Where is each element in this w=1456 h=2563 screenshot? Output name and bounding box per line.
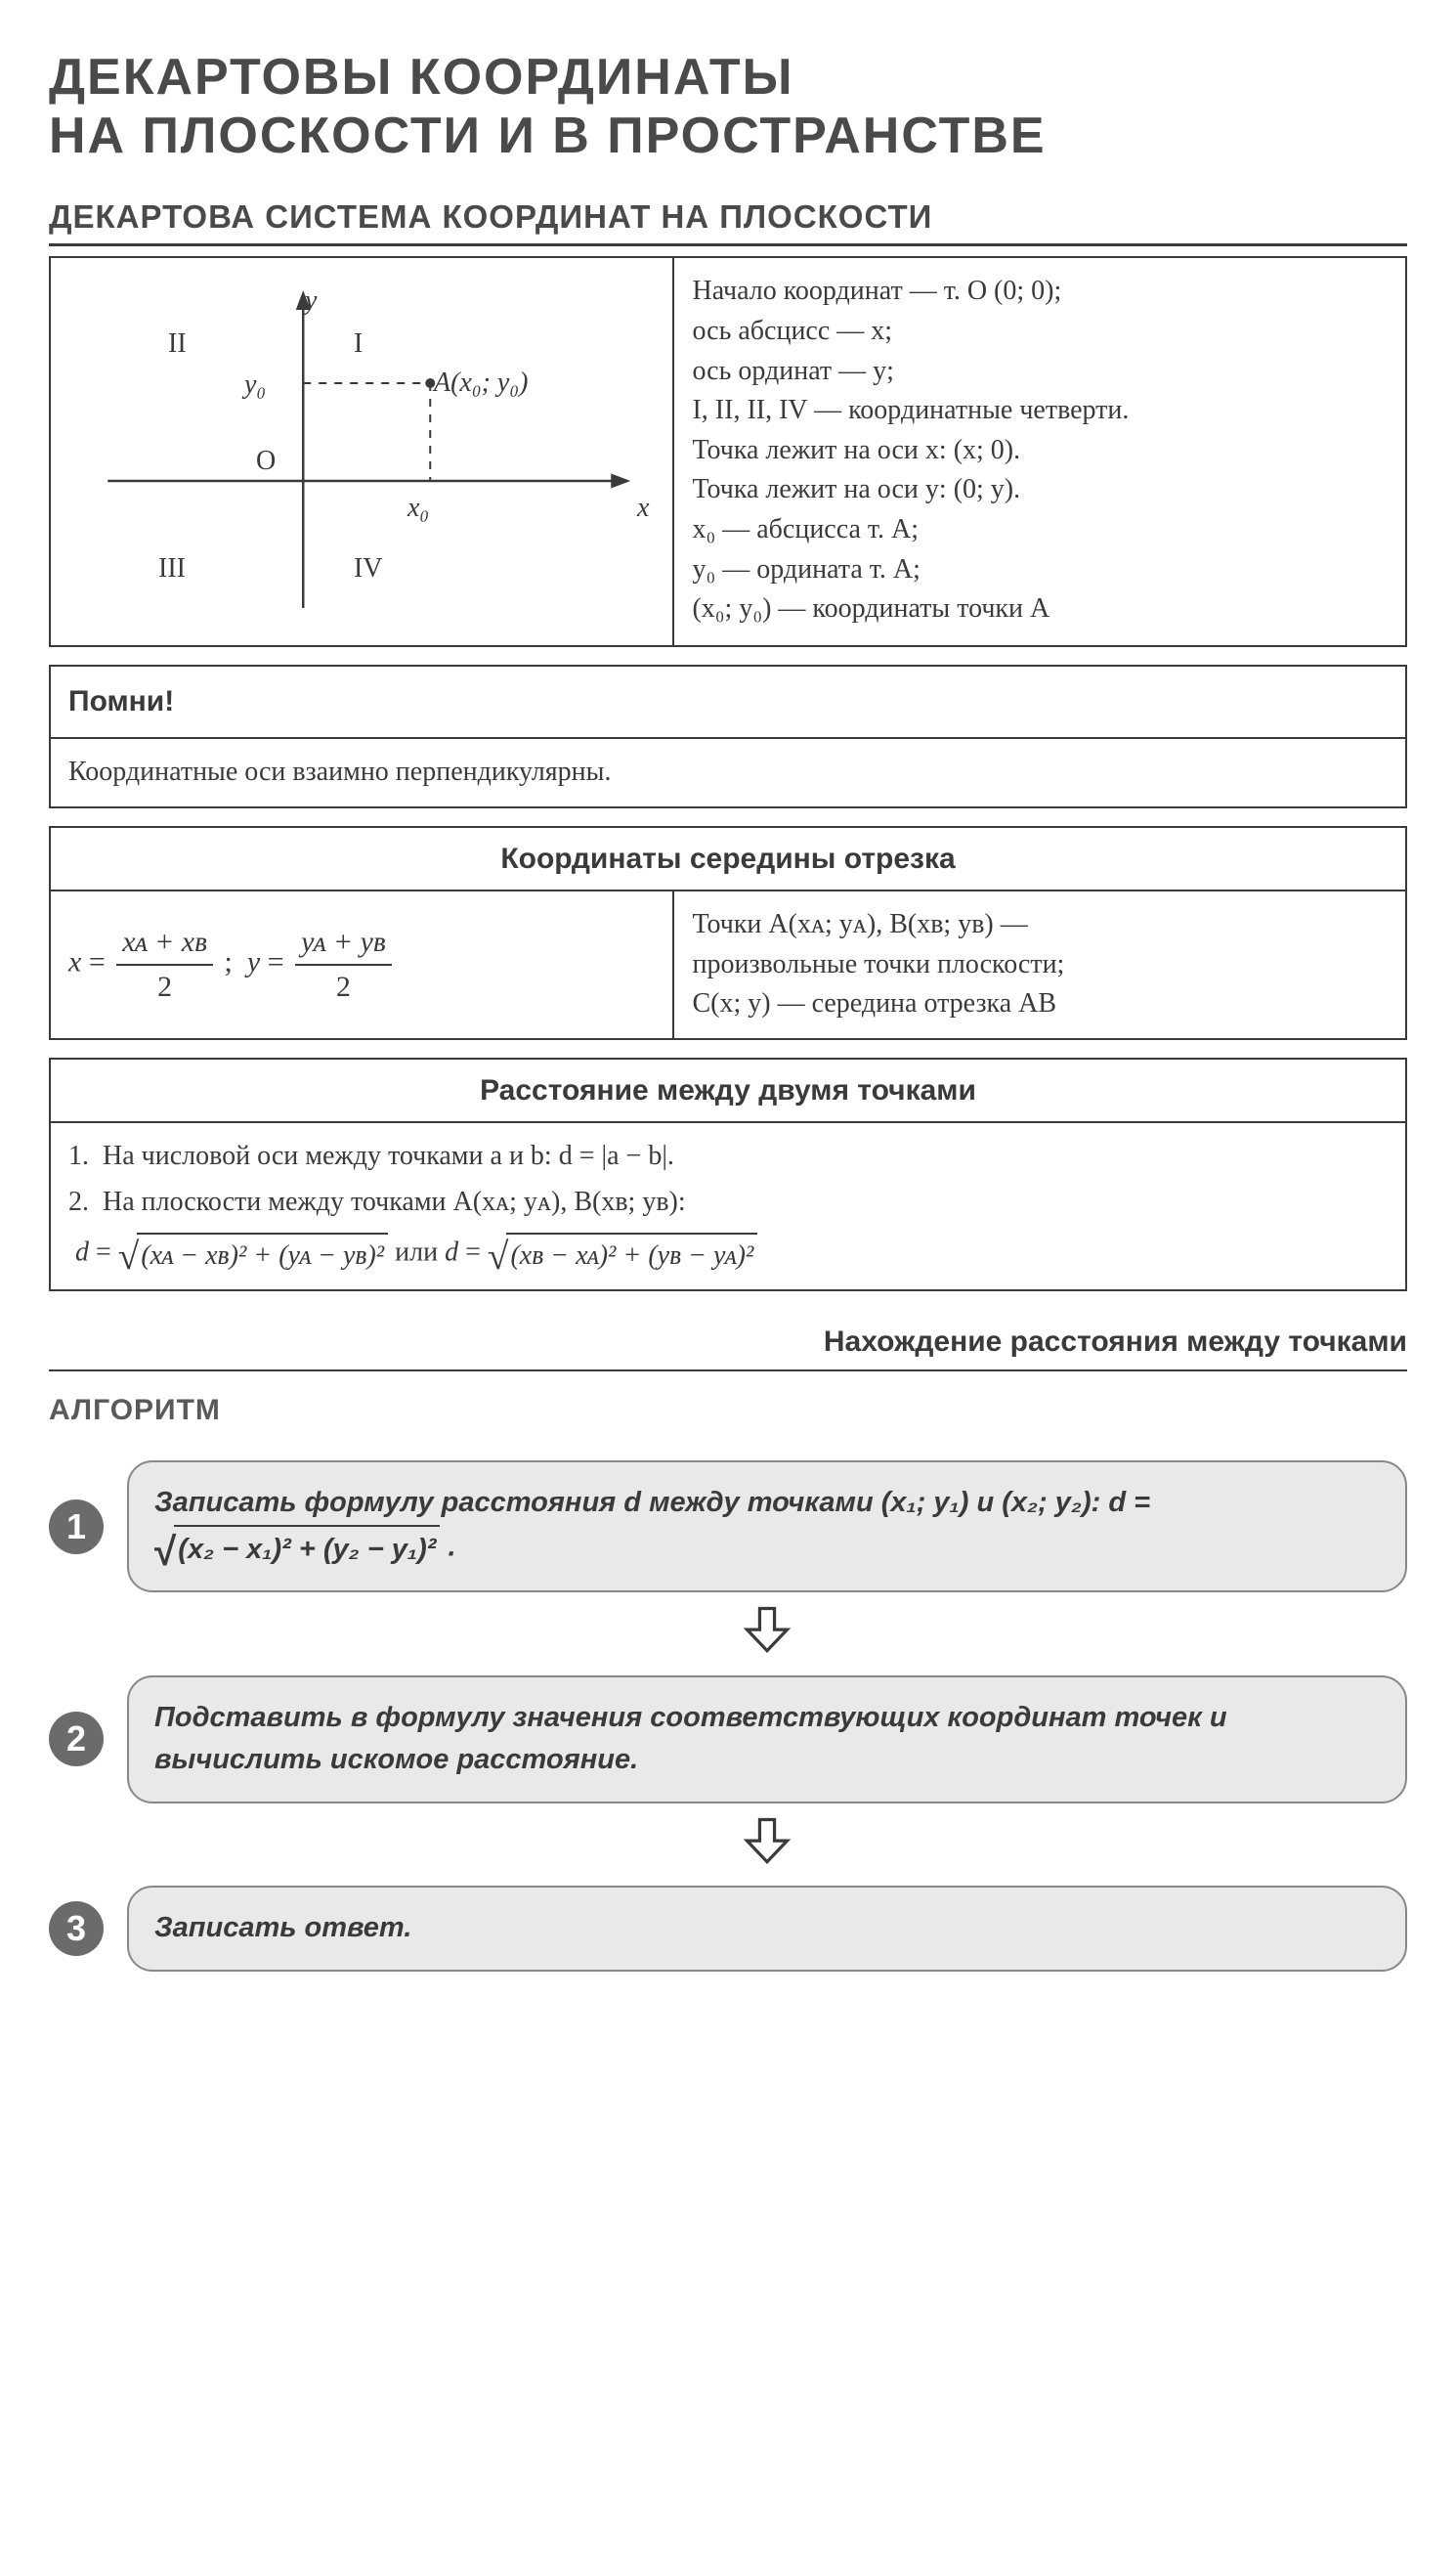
mp-ynum: yᴀ + yʙ xyxy=(295,921,392,966)
distance-table: Расстояние между двумя точками 1. На чис… xyxy=(49,1058,1407,1291)
page-title: ДЕКАРТОВЫ КООРДИНАТЫ НА ПЛОСКОСТИ И В ПР… xyxy=(49,49,1407,166)
remember-table: Помни! Координатные оси взаимно перпенди… xyxy=(49,665,1407,807)
arrow-down-icon xyxy=(127,1813,1407,1879)
dist-f1: (xᴀ − xʙ)² + (yᴀ − yʙ)² xyxy=(137,1233,388,1277)
midpoint-desc: Точки A(xᴀ; yᴀ), B(xʙ; yʙ) — произвольны… xyxy=(673,891,1406,1039)
algo-label: АЛГОРИТМ xyxy=(49,1389,1407,1432)
dist-p1: 1. На числовой оси между точками a и b: … xyxy=(68,1137,1388,1177)
remember-text: Координатные оси взаимно перпендикулярны… xyxy=(50,738,1406,807)
step1-end: . xyxy=(449,1531,456,1562)
q4-label: IV xyxy=(354,549,383,589)
point-a-label: A(x₀; y₀) xyxy=(434,364,528,404)
step1-formula: (x₂ − x₁)² + (y₂ − y₁)² xyxy=(174,1525,440,1572)
midpoint-header: Координаты середины отрезка xyxy=(50,827,1406,891)
mp-l1: Точки A(xᴀ; yᴀ), B(xʙ; yʙ) — xyxy=(692,905,1388,945)
definitions-cell: Начало координат — т. O (0; 0); ось абсц… xyxy=(673,257,1406,646)
midpoint-table: Координаты середины отрезка x = xᴀ + xʙ2… xyxy=(49,826,1407,1040)
def-l2: ось абсцисс — x; xyxy=(692,312,1388,352)
midpoint-formula: x = xᴀ + xʙ2 ; y = yᴀ + yʙ2 xyxy=(50,891,673,1039)
step-num-1: 1 xyxy=(49,1499,104,1554)
q2-label: II xyxy=(168,325,187,365)
def-l7: x₀ — абсцисса т. A; xyxy=(692,510,1388,550)
remember-header: Помни! xyxy=(50,666,1406,738)
dist-formula: d = √(xᴀ − xʙ)² + (yᴀ − yʙ)² или d = √(x… xyxy=(68,1233,1388,1277)
diagram-cell: y x O y₀ x₀ A(x₀; y₀) I II III IV xyxy=(50,257,673,646)
distance-header: Расстояние между двумя точками xyxy=(50,1059,1406,1123)
step-num-2: 2 xyxy=(49,1712,104,1766)
arrow-down-icon xyxy=(127,1602,1407,1668)
step1-text-a: Записать формулу расстояния d между точк… xyxy=(154,1487,1150,1518)
step-box-1: Записать формулу расстояния d между точк… xyxy=(127,1460,1407,1592)
mp-xnum: xᴀ + xʙ xyxy=(116,921,213,966)
algo-subtitle: Нахождение расстояния между точками xyxy=(49,1321,1407,1371)
mp-l3: C(x; y) — середина отрезка AB xyxy=(692,984,1388,1024)
mp-yden: 2 xyxy=(295,966,392,1009)
title-line-1: ДЕКАРТОВЫ КООРДИНАТЫ xyxy=(49,49,794,106)
dist-or: или xyxy=(395,1237,445,1267)
algo-step-1: 1 Записать формулу расстояния d между то… xyxy=(49,1460,1407,1592)
coords-definition-table: y x O y₀ x₀ A(x₀; y₀) I II III IV Начало… xyxy=(49,256,1407,647)
def-l4: I, II, II, IV — координатные четверти. xyxy=(692,391,1388,431)
y0-label: y₀ xyxy=(244,366,266,406)
mp-l2: произвольные точки плоскости; xyxy=(692,945,1388,985)
def-l9: (x₀; y₀) — координаты точки A xyxy=(692,589,1388,630)
section-title: ДЕКАРТОВА СИСТЕМА КООРДИНАТ НА ПЛОСКОСТИ xyxy=(49,194,1407,247)
y-axis-label: y xyxy=(305,282,317,322)
dist-f2: (xʙ − xᴀ)² + (yʙ − yᴀ)² xyxy=(506,1233,757,1277)
title-line-2: НА ПЛОСКОСТИ И В ПРОСТРАНСТВЕ xyxy=(49,108,1047,164)
step-num-3: 3 xyxy=(49,1901,104,1956)
q3-label: III xyxy=(158,549,186,589)
def-l8: y₀ — ордината т. A; xyxy=(692,550,1388,590)
def-l3: ось ординат — y; xyxy=(692,352,1388,392)
dist-p2: 2. На плоскости между точками A(xᴀ; yᴀ),… xyxy=(68,1183,1388,1223)
mp-xden: 2 xyxy=(116,966,213,1009)
def-l5: Точка лежит на оси x: (x; 0). xyxy=(692,431,1388,471)
def-l6: Точка лежит на оси y: (0; y). xyxy=(692,470,1388,510)
x0-label: x₀ xyxy=(407,489,429,529)
def-l1: Начало координат — т. O (0; 0); xyxy=(692,272,1388,312)
distance-body: 1. На числовой оси между точками a и b: … xyxy=(50,1122,1406,1290)
origin-label: O xyxy=(256,442,276,482)
step-box-2: Подставить в формулу значения соответств… xyxy=(127,1675,1407,1803)
q1-label: I xyxy=(354,325,363,365)
x-axis-label: x xyxy=(637,489,649,529)
algo-step-2: 2 Подставить в формулу значения соответс… xyxy=(49,1675,1407,1803)
algo-step-3: 3 Записать ответ. xyxy=(49,1886,1407,1972)
step-box-3: Записать ответ. xyxy=(127,1886,1407,1972)
coordinate-diagram: y x O y₀ x₀ A(x₀; y₀) I II III IV xyxy=(61,276,663,628)
